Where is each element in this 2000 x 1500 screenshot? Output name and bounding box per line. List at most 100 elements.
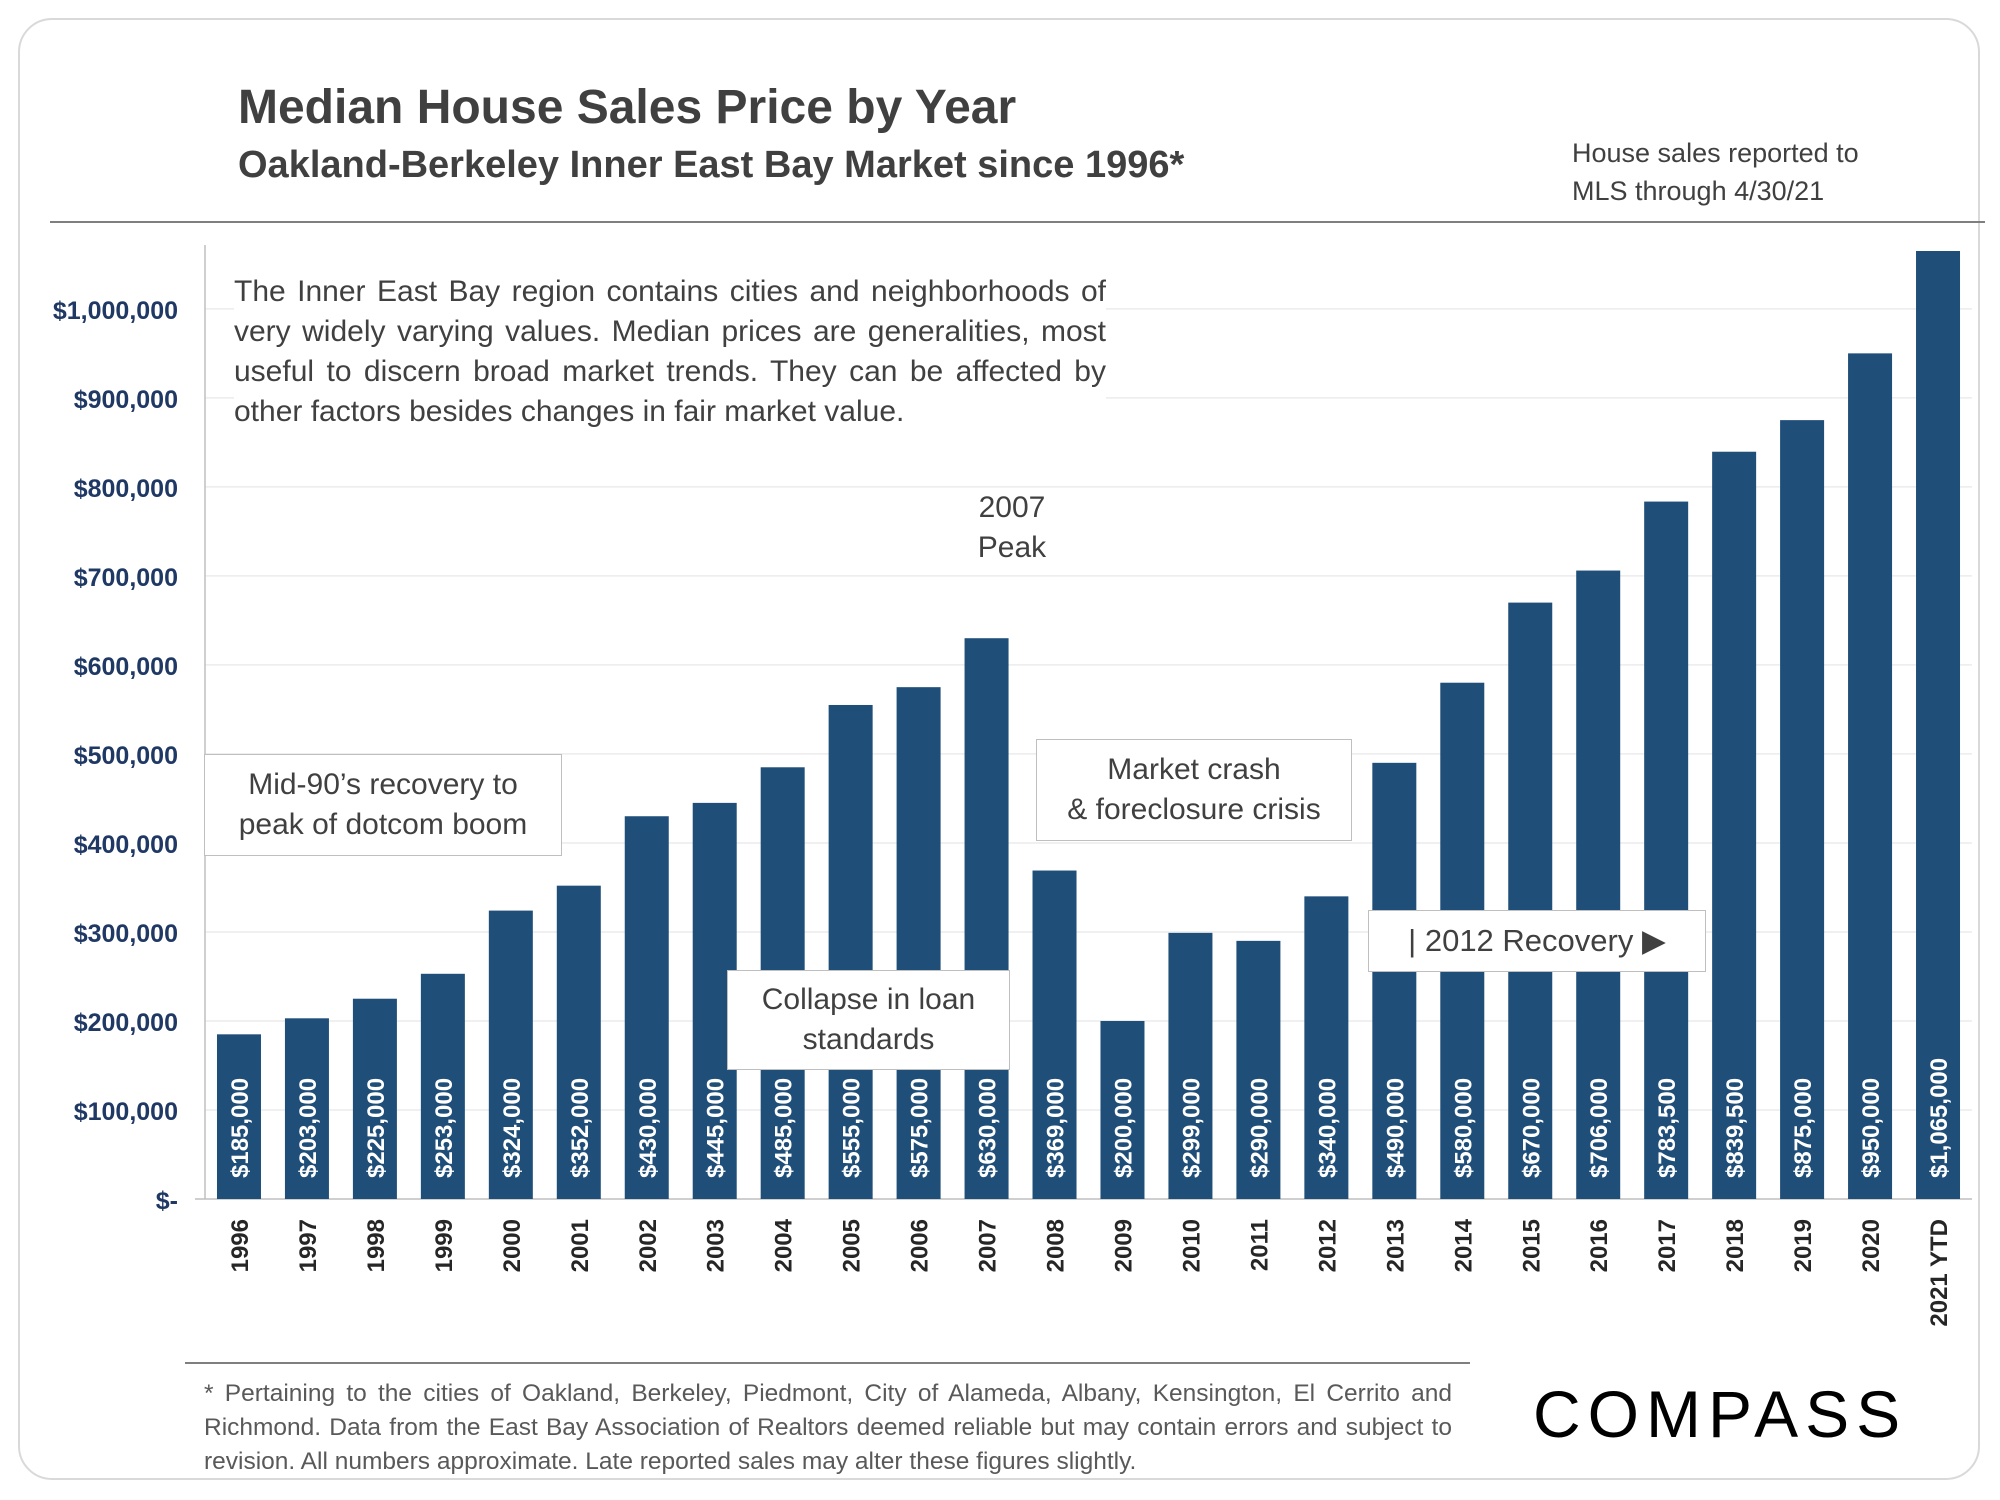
bar-value-label: $950,000 xyxy=(1858,1078,1885,1178)
bar-2018 xyxy=(1712,451,1757,1199)
bar-value-label: $630,000 xyxy=(975,1078,1002,1178)
x-tick-label: 2021 YTD xyxy=(1926,1219,1953,1327)
data-source-note: House sales reported to MLS through 4/30… xyxy=(1572,134,1859,210)
bar-2015 xyxy=(1508,602,1553,1199)
bar-value-label: $875,000 xyxy=(1790,1078,1817,1178)
bar-value-label: $670,000 xyxy=(1518,1078,1545,1178)
bar-value-label: $340,000 xyxy=(1314,1078,1341,1178)
x-tick-label: 2019 xyxy=(1790,1219,1817,1272)
x-tick-label: 2015 xyxy=(1518,1219,1545,1272)
bar-2011 xyxy=(1236,940,1281,1199)
x-tick-label: 2004 xyxy=(771,1218,798,1272)
axes: $- $100,000 $200,000 $300,000 $400,000 $500,0… xyxy=(53,245,1972,1327)
bar-2013 xyxy=(1372,762,1417,1199)
bar-value-label: $430,000 xyxy=(635,1078,662,1178)
bar-value-label: $200,000 xyxy=(1110,1078,1137,1178)
x-tick-label: 1998 xyxy=(363,1219,390,1272)
x-tick-label: 2008 xyxy=(1043,1219,1070,1272)
y-tick-label: $300,000 xyxy=(74,920,178,948)
y-tick-label: $800,000 xyxy=(74,475,178,503)
bar-2010 xyxy=(1168,932,1213,1199)
loan-collapse-callout-line2: standards xyxy=(802,1023,935,1056)
bar-2008 xyxy=(1032,870,1077,1199)
bar-2002 xyxy=(624,816,669,1199)
bar-1997 xyxy=(284,1018,329,1199)
peak-2007-annotation: 2007 Peak xyxy=(912,488,1112,568)
dotcom-callout-line1: Mid-90’s recovery to xyxy=(248,768,518,801)
bar-2020 xyxy=(1848,353,1893,1199)
bar-2005 xyxy=(828,704,873,1199)
x-tick-label: 2006 xyxy=(907,1219,934,1272)
bar-value-label: $485,000 xyxy=(771,1078,798,1178)
x-tick-label: 1999 xyxy=(431,1219,458,1272)
y-tick-label: $200,000 xyxy=(74,1009,178,1037)
x-tick-label: 2011 xyxy=(1246,1219,1273,1271)
x-tick-label: 2010 xyxy=(1178,1219,1205,1272)
bar-value-label: $290,000 xyxy=(1246,1078,1273,1178)
footnote: * Pertaining to the cities of Oakland, B… xyxy=(204,1380,1452,1475)
x-tick-label: 2005 xyxy=(839,1219,866,1272)
x-tick-label: 2017 xyxy=(1654,1219,1681,1272)
bar-value-label: $299,000 xyxy=(1178,1078,1205,1178)
x-tick-label: 2013 xyxy=(1382,1219,1409,1272)
x-tick-label: 2009 xyxy=(1110,1219,1137,1272)
x-tick-label: 2020 xyxy=(1858,1219,1885,1272)
bar-value-label: $706,000 xyxy=(1586,1078,1613,1178)
bar-2016 xyxy=(1576,570,1621,1199)
bar-2019 xyxy=(1780,420,1825,1199)
bar-value-label: $225,000 xyxy=(363,1078,390,1178)
data-source-note-line2: MLS through 4/30/21 xyxy=(1572,176,1825,206)
market-description: The Inner East Bay region contains citie… xyxy=(234,272,1106,432)
market-crash-callout-line2: & foreclosure crisis xyxy=(1067,793,1321,826)
market-crash-callout: Market crash & foreclosure crisis xyxy=(1036,739,1352,841)
bar-value-label: $783,500 xyxy=(1654,1078,1681,1178)
x-tick-label: 2003 xyxy=(703,1219,730,1272)
y-tick-label: $400,000 xyxy=(74,831,178,859)
compass-logo: COMPASS xyxy=(1533,1377,1908,1451)
bar-2007 xyxy=(964,638,1009,1199)
bar-value-label: $203,000 xyxy=(295,1078,322,1178)
peak-annotation-line1: 2007 xyxy=(978,491,1046,524)
bar-2012 xyxy=(1304,896,1349,1199)
bar-value-label: $253,000 xyxy=(431,1078,458,1178)
market-crash-callout-line1: Market crash xyxy=(1107,753,1281,786)
y-tick-label: $600,000 xyxy=(74,653,178,681)
bar-value-label: $1,065,000 xyxy=(1926,1058,1953,1178)
y-tick-label: $500,000 xyxy=(74,742,178,770)
bar-2006 xyxy=(896,687,941,1199)
x-tick-label: 2012 xyxy=(1314,1219,1341,1272)
bar-value-label: $369,000 xyxy=(1043,1078,1070,1178)
x-tick-label: 2016 xyxy=(1586,1219,1613,1272)
x-tick-label: 1997 xyxy=(295,1219,322,1272)
bar-2017 xyxy=(1644,501,1689,1199)
chart-title: Median House Sales Price by Year xyxy=(238,81,1017,134)
bar-2001 xyxy=(556,885,601,1199)
bar-value-label: $445,000 xyxy=(703,1078,730,1178)
bar-value-label: $185,000 xyxy=(227,1078,254,1178)
bar-1999 xyxy=(420,973,465,1199)
loan-collapse-callout-line1: Collapse in loan xyxy=(761,983,976,1016)
x-tick-label: 2014 xyxy=(1450,1218,1477,1272)
bars xyxy=(216,251,1961,1199)
dotcom-callout: Mid-90’s recovery to peak of dotcom boom xyxy=(204,754,562,856)
bar-value-label: $490,000 xyxy=(1382,1078,1409,1178)
bar-value-label: $839,500 xyxy=(1722,1078,1749,1178)
loan-collapse-callout: Collapse in loan standards xyxy=(727,970,1010,1070)
y-tick-label: $100,000 xyxy=(74,1098,178,1126)
dotcom-callout-line2: peak of dotcom boom xyxy=(238,808,528,841)
bar-1996 xyxy=(216,1034,261,1199)
bar-1998 xyxy=(352,998,397,1199)
header-divider xyxy=(50,221,1985,223)
chart-frame xyxy=(18,18,1980,1480)
footer-divider xyxy=(185,1362,1470,1364)
bar-value-label: $555,000 xyxy=(839,1078,866,1178)
x-tick-label: 2002 xyxy=(635,1219,662,1272)
bar-2000 xyxy=(488,910,533,1199)
chart-subtitle: Oakland-Berkeley Inner East Bay Market s… xyxy=(238,144,1185,186)
labels: $185,000 $203,000 $225,000 $253,000 $324,000… xyxy=(227,1058,1953,1178)
x-tick-label: 2007 xyxy=(975,1219,1002,1272)
data-source-note-line1: House sales reported to xyxy=(1572,138,1859,168)
recovery-2012-callout: | 2012 Recovery ▶ xyxy=(1368,910,1706,972)
bar-2009 xyxy=(1100,1020,1145,1199)
